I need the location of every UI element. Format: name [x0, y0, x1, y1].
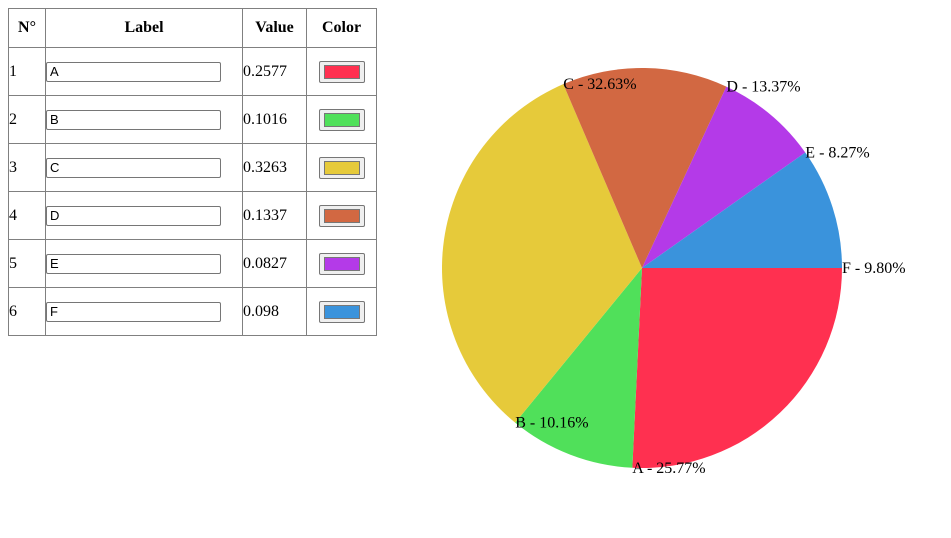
table-row: 6 0.098: [8, 287, 377, 336]
color-picker-button[interactable]: [318, 204, 365, 227]
pie-slice: [642, 86, 806, 268]
label-cell: [45, 95, 243, 144]
label-cell: [45, 47, 243, 96]
table-row: 1 0.2577: [8, 47, 377, 96]
pie-slice: [563, 67, 727, 268]
color-swatch: [323, 160, 360, 175]
header-num: N°: [8, 8, 46, 48]
value-cell: 0.098: [242, 287, 307, 336]
label-input[interactable]: [46, 205, 221, 226]
row-number: 4: [8, 191, 46, 240]
label-input[interactable]: [46, 253, 221, 274]
color-cell: [306, 47, 377, 96]
label-cell: [45, 143, 243, 192]
color-picker-button[interactable]: [318, 156, 365, 179]
label-cell: [45, 239, 243, 288]
data-table: N° Label Value Color 1 0.2577 2 0.1016: [8, 8, 377, 336]
slice-label: B - 10.16%: [515, 415, 588, 432]
pie-slice: [441, 84, 642, 423]
color-cell: [306, 239, 377, 288]
color-picker-button[interactable]: [318, 60, 365, 83]
row-number: 6: [8, 287, 46, 336]
slice-label: E - 8.27%: [805, 145, 869, 162]
label-input[interactable]: [46, 109, 221, 130]
slice-label: F - 9.80%: [842, 260, 906, 277]
slice-label: D - 13.37%: [726, 79, 800, 96]
pie-slice: [642, 152, 842, 268]
color-swatch: [323, 64, 360, 79]
color-swatch: [323, 208, 360, 223]
color-picker-button[interactable]: [318, 300, 365, 323]
row-number: 5: [8, 239, 46, 288]
row-number: 3: [8, 143, 46, 192]
color-cell: [306, 191, 377, 240]
table-row: 3 0.3263: [8, 143, 377, 192]
row-number: 2: [8, 95, 46, 144]
value-cell: 0.1337: [242, 191, 307, 240]
value-cell: 0.0827: [242, 239, 307, 288]
header-label: Label: [45, 8, 243, 48]
color-picker-button[interactable]: [318, 252, 365, 275]
color-swatch: [323, 112, 360, 127]
color-cell: [306, 287, 377, 336]
table-header-row: N° Label Value Color: [8, 8, 377, 48]
color-picker-button[interactable]: [318, 108, 365, 131]
color-swatch: [323, 304, 360, 319]
header-color: Color: [306, 8, 377, 48]
pie-slice: [632, 268, 842, 469]
label-cell: [45, 287, 243, 336]
value-cell: 0.2577: [242, 47, 307, 96]
color-swatch: [323, 256, 360, 271]
table-row: 5 0.0827: [8, 239, 377, 288]
label-input[interactable]: [46, 301, 221, 322]
label-input[interactable]: [46, 157, 221, 178]
slice-label: A - 25.77%: [632, 460, 705, 477]
slice-label: C - 32.63%: [563, 76, 636, 93]
pie-slice: [515, 268, 642, 468]
label-input[interactable]: [46, 61, 221, 82]
